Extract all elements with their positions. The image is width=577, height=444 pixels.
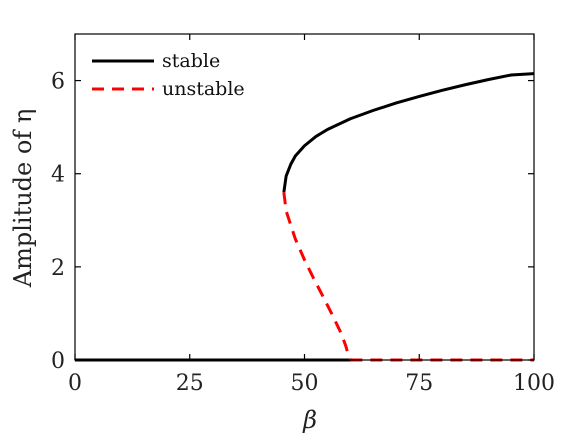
y-tick-label: 2 [51, 256, 65, 281]
legend-label-unstable: unstable [162, 78, 245, 100]
x-tick-label: 50 [291, 371, 319, 396]
legend-box [82, 40, 257, 106]
x-tick-label: 100 [513, 371, 555, 396]
x-tick-label: 25 [176, 371, 204, 396]
series-stable-line-1 [282, 72, 535, 193]
y-tick-label: 4 [51, 163, 65, 188]
y-tick-label: 6 [51, 70, 65, 95]
x-axis-label: β [302, 406, 317, 434]
x-tick-label: 75 [405, 371, 433, 396]
axes: 0 25 50 75 100 0 2 4 6 [51, 33, 555, 396]
legend: stable unstable [82, 40, 257, 106]
y-tick-label: 0 [51, 349, 65, 374]
y-axis-label: Amplitude of η [9, 109, 37, 288]
series-unstable-line-0 [282, 192, 352, 361]
legend-label-stable: stable [162, 50, 220, 72]
x-tick-label: 0 [68, 371, 82, 396]
